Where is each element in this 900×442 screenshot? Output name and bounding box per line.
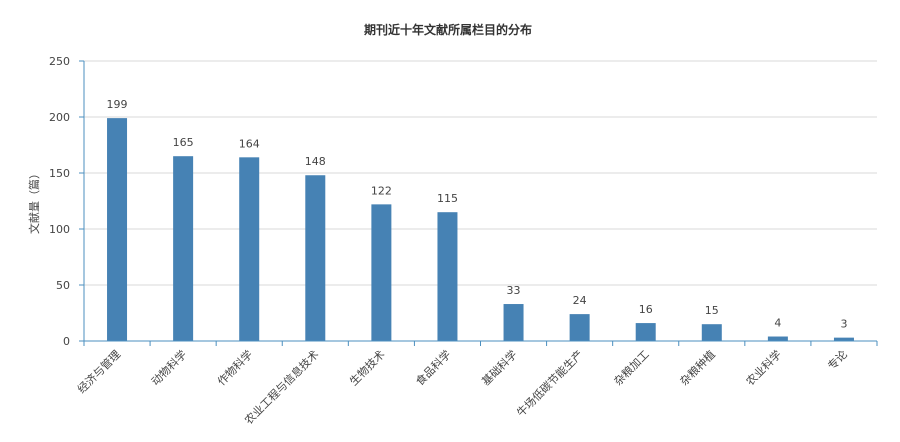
bar[interactable] [239,157,260,341]
y-tick-label: 100 [49,223,70,236]
x-tick-label: 专论 [825,347,850,372]
x-tick-label: 生物技术 [346,347,387,388]
bar[interactable] [371,204,392,341]
axes [79,60,878,346]
x-tick-label: 杂粮种植 [677,347,718,388]
bar[interactable] [635,323,656,341]
bar-value-label: 16 [639,303,653,316]
bar[interactable] [569,314,590,341]
bar[interactable] [437,212,458,341]
bar-value-label: 115 [437,192,458,205]
bar-value-label: 148 [305,155,326,168]
x-tick-label: 动物科学 [148,347,189,388]
bar[interactable] [173,156,194,341]
bar[interactable] [767,336,788,341]
bar[interactable] [107,118,128,342]
x-tick-label: 牛场低碳节能生产 [514,347,586,419]
x-tick-label: 农业科学 [743,347,784,388]
bar-value-label: 165 [173,136,194,149]
x-tick-label: 农业工程与信息技术 [242,347,322,427]
x-tick-label: 经济与管理 [74,347,123,396]
y-tick-label: 250 [49,55,70,68]
bar-value-label: 33 [507,284,521,297]
bar-value-label: 15 [705,304,719,317]
bar-value-label: 164 [239,137,260,150]
bar[interactable] [503,304,524,341]
y-tick-label: 50 [56,279,70,292]
bar[interactable] [701,324,722,341]
bar[interactable] [833,337,854,341]
chart-title: 期刊近十年文献所属栏目的分布 [364,22,532,37]
x-tick-label: 杂粮加工 [611,347,652,388]
x-tick-label: 作物科学 [214,347,255,388]
y-tick-label: 150 [49,167,70,180]
bar-value-label: 199 [107,98,128,111]
y-tick-label: 200 [49,111,70,124]
bar-value-label: 4 [774,317,781,330]
y-axis-label: 文献量（篇） [27,168,41,234]
x-tick-label: 食品科学 [413,347,454,388]
bar[interactable] [305,175,326,341]
bars [107,118,854,342]
y-tick-label: 0 [63,335,70,348]
bar-value-label: 122 [371,184,392,197]
x-tick-label: 基础科学 [479,347,520,388]
grid-lines [84,60,877,286]
bar-value-label: 24 [573,294,587,307]
bar-value-label: 3 [840,318,847,331]
